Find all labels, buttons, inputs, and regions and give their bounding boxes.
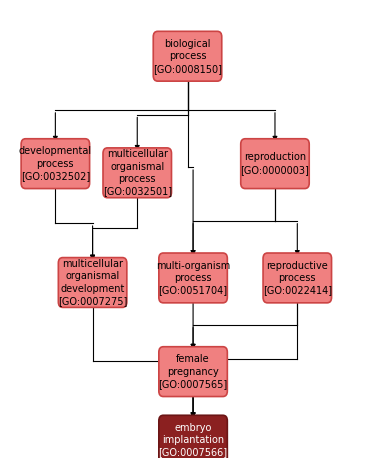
FancyBboxPatch shape <box>263 253 332 303</box>
FancyBboxPatch shape <box>153 31 222 81</box>
FancyBboxPatch shape <box>21 139 90 188</box>
Text: multicellular
organismal
development
[GO:0007275]: multicellular organismal development [GO… <box>58 259 127 306</box>
Text: multi-organism
process
[GO:0051704]: multi-organism process [GO:0051704] <box>156 261 230 295</box>
Text: biological
process
[GO:0008150]: biological process [GO:0008150] <box>153 39 222 74</box>
Text: multicellular
organismal
process
[GO:0032501]: multicellular organismal process [GO:003… <box>103 149 172 196</box>
FancyBboxPatch shape <box>58 257 127 307</box>
FancyBboxPatch shape <box>159 253 227 303</box>
Text: embryo
implantation
[GO:0007566]: embryo implantation [GO:0007566] <box>159 423 228 457</box>
Text: reproductive
process
[GO:0022414]: reproductive process [GO:0022414] <box>263 261 332 295</box>
FancyBboxPatch shape <box>241 139 309 188</box>
Text: female
pregnancy
[GO:0007565]: female pregnancy [GO:0007565] <box>159 354 228 389</box>
FancyBboxPatch shape <box>159 347 227 396</box>
FancyBboxPatch shape <box>159 415 227 463</box>
Text: developmental
process
[GO:0032502]: developmental process [GO:0032502] <box>19 146 92 181</box>
Text: reproduction
[GO:0000003]: reproduction [GO:0000003] <box>240 152 309 175</box>
FancyBboxPatch shape <box>103 148 171 198</box>
